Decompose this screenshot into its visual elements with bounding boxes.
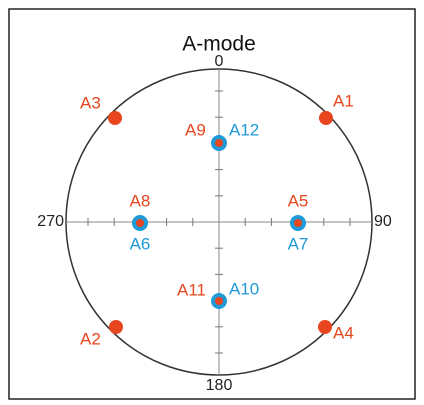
point: [215, 297, 223, 305]
point-label: A7: [288, 234, 309, 253]
point-label: A3: [80, 93, 101, 112]
point-label: A12: [229, 120, 259, 139]
axis-label: 0: [215, 53, 224, 70]
point-label: A9: [185, 120, 206, 139]
point: [215, 139, 223, 147]
point: [136, 219, 144, 227]
title: A-mode: [182, 33, 256, 56]
point: [109, 320, 123, 334]
axis-label: 270: [37, 213, 64, 230]
point-label: A8: [130, 191, 151, 210]
point-label: A5: [288, 191, 309, 210]
point-label: A1: [333, 91, 354, 110]
point-label: A10: [229, 279, 259, 298]
point: [108, 111, 122, 125]
point-label: A6: [130, 234, 151, 253]
point-label: A11: [177, 280, 206, 299]
point-label: A2: [80, 329, 101, 348]
axis-label: 180: [206, 377, 233, 394]
point-label: A4: [333, 323, 354, 342]
point: [294, 219, 302, 227]
frame: [8, 8, 416, 400]
axis-label: 90: [374, 213, 392, 230]
point: [319, 111, 333, 125]
point: [318, 320, 332, 334]
combined-points: [132, 135, 306, 309]
